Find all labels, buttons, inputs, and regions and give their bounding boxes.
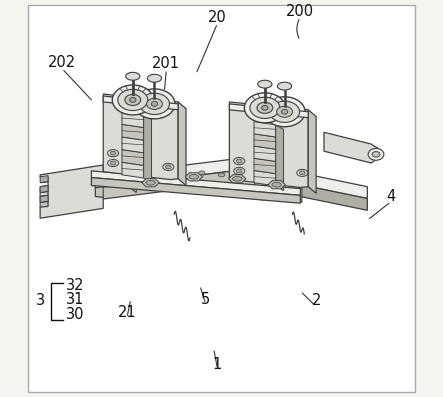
Polygon shape: [40, 185, 48, 193]
Polygon shape: [276, 125, 284, 191]
Ellipse shape: [110, 151, 116, 155]
Polygon shape: [164, 116, 172, 193]
Polygon shape: [254, 146, 276, 162]
Ellipse shape: [237, 159, 242, 163]
Ellipse shape: [368, 148, 384, 160]
Ellipse shape: [108, 160, 119, 167]
Ellipse shape: [147, 98, 163, 110]
Ellipse shape: [264, 97, 305, 127]
Polygon shape: [254, 170, 276, 186]
Polygon shape: [185, 173, 202, 181]
Polygon shape: [255, 123, 263, 200]
Polygon shape: [103, 94, 178, 179]
Ellipse shape: [372, 152, 380, 157]
Ellipse shape: [126, 72, 140, 80]
Polygon shape: [308, 110, 316, 193]
Text: 30: 30: [66, 306, 84, 322]
Ellipse shape: [250, 97, 280, 118]
Ellipse shape: [233, 176, 242, 181]
Ellipse shape: [218, 173, 225, 177]
Polygon shape: [122, 112, 144, 127]
Ellipse shape: [277, 106, 292, 117]
Polygon shape: [254, 158, 276, 173]
Ellipse shape: [258, 80, 272, 88]
Polygon shape: [142, 179, 159, 187]
Text: 4: 4: [386, 189, 396, 204]
Polygon shape: [145, 112, 164, 187]
Ellipse shape: [189, 174, 198, 179]
Polygon shape: [122, 150, 144, 166]
Ellipse shape: [140, 93, 170, 114]
Polygon shape: [76, 171, 233, 202]
Polygon shape: [91, 177, 300, 203]
Polygon shape: [268, 181, 285, 189]
Polygon shape: [40, 195, 48, 202]
Polygon shape: [128, 116, 136, 193]
Polygon shape: [40, 175, 48, 183]
Text: 21: 21: [117, 305, 136, 320]
Ellipse shape: [152, 102, 158, 106]
Ellipse shape: [118, 89, 148, 111]
Ellipse shape: [257, 102, 273, 114]
Ellipse shape: [108, 150, 119, 157]
Polygon shape: [324, 132, 379, 163]
Ellipse shape: [299, 171, 305, 175]
Text: 5: 5: [201, 291, 210, 306]
Ellipse shape: [277, 82, 291, 90]
Polygon shape: [229, 104, 308, 118]
Ellipse shape: [272, 182, 281, 187]
Ellipse shape: [234, 158, 245, 165]
Ellipse shape: [297, 170, 308, 176]
Text: 32: 32: [66, 278, 84, 293]
Text: 3: 3: [35, 293, 45, 308]
Ellipse shape: [134, 89, 175, 119]
Polygon shape: [275, 119, 294, 197]
Polygon shape: [144, 115, 152, 183]
Text: 200: 200: [286, 4, 315, 19]
Text: 1: 1: [213, 357, 222, 372]
Polygon shape: [40, 165, 103, 218]
Polygon shape: [103, 96, 178, 110]
Text: 2: 2: [311, 293, 321, 308]
Polygon shape: [122, 137, 144, 153]
Polygon shape: [254, 134, 276, 149]
Polygon shape: [76, 159, 367, 198]
Polygon shape: [233, 171, 367, 210]
Polygon shape: [236, 119, 255, 195]
Polygon shape: [40, 187, 103, 208]
Ellipse shape: [245, 93, 285, 123]
Polygon shape: [122, 124, 144, 140]
Text: 20: 20: [208, 10, 227, 25]
Ellipse shape: [112, 85, 153, 115]
Polygon shape: [254, 121, 276, 137]
Ellipse shape: [146, 180, 155, 185]
Text: 201: 201: [152, 56, 180, 71]
Ellipse shape: [262, 106, 268, 110]
Ellipse shape: [125, 94, 141, 106]
Text: 31: 31: [66, 291, 84, 306]
Ellipse shape: [148, 74, 162, 82]
Ellipse shape: [130, 98, 136, 102]
Polygon shape: [178, 102, 186, 185]
Polygon shape: [122, 162, 144, 178]
Ellipse shape: [281, 110, 288, 114]
Ellipse shape: [198, 171, 205, 175]
Polygon shape: [229, 175, 246, 183]
Ellipse shape: [110, 161, 116, 165]
Ellipse shape: [166, 165, 171, 169]
Ellipse shape: [234, 168, 245, 174]
Ellipse shape: [237, 169, 242, 173]
Polygon shape: [294, 123, 302, 202]
Polygon shape: [91, 171, 300, 195]
Polygon shape: [229, 102, 308, 187]
Text: 202: 202: [48, 55, 76, 70]
Ellipse shape: [270, 101, 299, 122]
Ellipse shape: [163, 164, 174, 170]
Polygon shape: [40, 177, 103, 197]
Polygon shape: [109, 112, 128, 187]
